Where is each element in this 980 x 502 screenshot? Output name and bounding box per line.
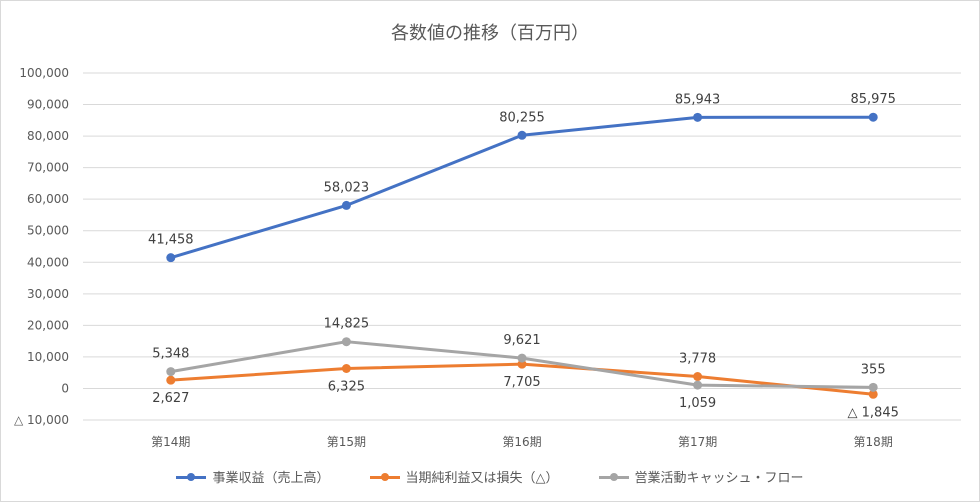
data-label-net-income: △ 1,845	[848, 405, 899, 420]
y-tick-label: 90,000	[27, 98, 69, 112]
legend-item-net-income: 当期純利益又は損失（△）	[369, 467, 559, 486]
y-tick-label: 80,000	[27, 129, 69, 143]
data-label-revenue: 85,943	[675, 92, 721, 107]
data-label-revenue: 41,458	[148, 233, 194, 248]
data-point-revenue	[693, 112, 703, 122]
y-tick-label: 30,000	[27, 287, 69, 301]
y-tick-label: 100,000	[19, 66, 69, 80]
legend-label-net-income: 当期純利益又は損失（△）	[405, 471, 559, 486]
x-tick-label: 第17期	[678, 435, 717, 449]
data-label-operating-cf: 9,621	[503, 333, 540, 348]
y-tick-label: 60,000	[27, 192, 69, 206]
data-point-operating-cf	[166, 367, 176, 377]
legend-swatch-revenue	[176, 472, 207, 482]
data-label-revenue: 85,975	[850, 92, 896, 107]
data-label-operating-cf: 14,825	[324, 317, 370, 332]
data-label-revenue: 80,255	[499, 110, 545, 125]
legend-label-operating-cf: 営業活動キャッシュ・フロー	[634, 471, 804, 486]
data-point-net-income	[693, 372, 703, 382]
x-tick-label: 第16期	[502, 435, 541, 449]
y-tick-label: 40,000	[27, 255, 69, 269]
data-label-revenue: 58,023	[324, 180, 370, 195]
data-point-operating-cf	[868, 382, 878, 392]
y-tick-label: △ 10,000	[14, 413, 69, 427]
legend-swatch-operating-cf	[598, 472, 629, 482]
data-point-operating-cf	[693, 380, 703, 390]
x-tick-label: 第15期	[327, 435, 366, 449]
legend-swatch-net-income	[369, 472, 400, 482]
data-label-operating-cf: 355	[861, 362, 886, 377]
data-point-net-income	[341, 364, 351, 374]
data-label-operating-cf: 1,059	[679, 396, 716, 411]
legend-label-revenue: 事業収益（売上高）	[212, 471, 330, 486]
data-point-operating-cf	[517, 353, 527, 363]
data-label-net-income: 2,627	[152, 391, 189, 406]
x-tick-label: 第14期	[151, 435, 190, 449]
legend-item-revenue: 事業収益（売上高）	[176, 467, 330, 486]
data-point-revenue	[341, 200, 351, 210]
y-tick-label: 50,000	[27, 224, 69, 238]
data-point-revenue	[517, 130, 527, 140]
data-point-net-income	[166, 375, 176, 385]
data-label-net-income: 3,778	[679, 352, 716, 367]
y-tick-label: 70,000	[27, 161, 69, 175]
data-label-net-income: 6,325	[328, 380, 365, 395]
data-point-net-income	[868, 389, 878, 399]
data-label-operating-cf: 5,348	[152, 347, 189, 362]
legend-item-operating-cf: 営業活動キャッシュ・フロー	[598, 467, 804, 486]
legend: 事業収益（売上高） 当期純利益又は損失（△） 営業活動キャッシュ・フロー	[1, 467, 979, 486]
y-tick-label: 20,000	[27, 318, 69, 332]
x-tick-label: 第18期	[854, 435, 893, 449]
chart-title: 各数値の推移（百万円）	[391, 23, 589, 44]
y-tick-label: 0	[61, 381, 69, 395]
y-tick-label: 10,000	[27, 350, 69, 364]
data-label-net-income: 7,705	[503, 375, 540, 390]
data-point-revenue	[868, 112, 878, 122]
data-point-revenue	[166, 253, 176, 263]
data-point-operating-cf	[341, 337, 351, 347]
